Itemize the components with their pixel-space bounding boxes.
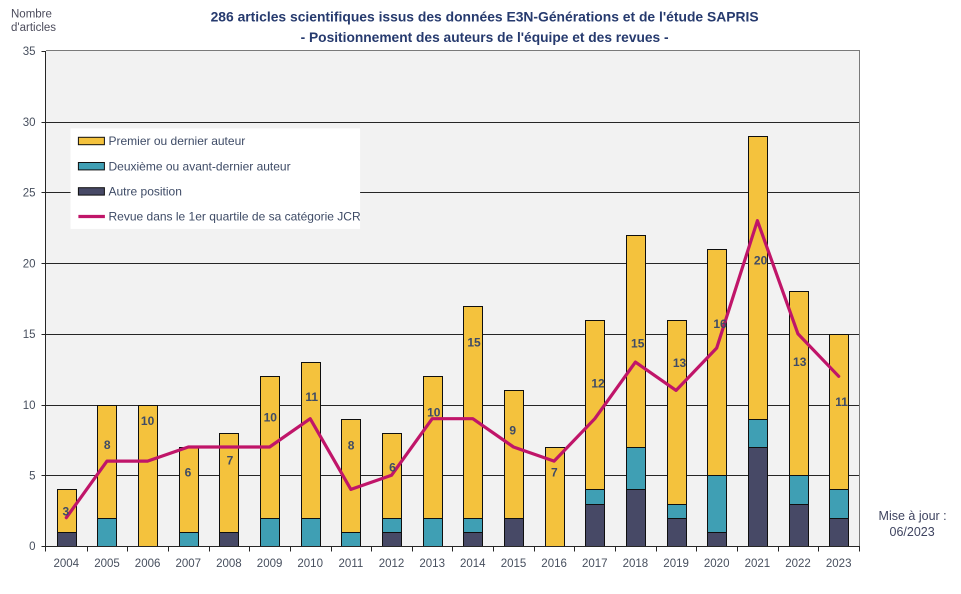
svg-text:30: 30 bbox=[23, 117, 36, 129]
svg-text:2006: 2006 bbox=[135, 558, 161, 570]
svg-text:2004: 2004 bbox=[54, 558, 80, 570]
svg-text:Autre position: Autre position bbox=[109, 185, 182, 199]
svg-text:13: 13 bbox=[793, 355, 807, 369]
svg-text:2015: 2015 bbox=[501, 558, 527, 570]
svg-text:2023: 2023 bbox=[826, 558, 852, 570]
svg-text:2011: 2011 bbox=[339, 558, 364, 570]
svg-text:2009: 2009 bbox=[257, 558, 283, 570]
svg-text:10: 10 bbox=[264, 410, 278, 424]
svg-text:8: 8 bbox=[348, 439, 355, 453]
svg-text:2019: 2019 bbox=[663, 558, 689, 570]
svg-text:d'articles: d'articles bbox=[11, 22, 56, 34]
svg-text:20: 20 bbox=[23, 258, 36, 270]
svg-text:Deuxième ou avant-dernier aute: Deuxième ou avant-dernier auteur bbox=[109, 159, 291, 173]
svg-text:2012: 2012 bbox=[379, 558, 405, 570]
svg-text:11: 11 bbox=[835, 395, 848, 409]
svg-text:11: 11 bbox=[305, 390, 318, 404]
svg-text:15: 15 bbox=[631, 337, 645, 351]
svg-text:286 articles scientifiques iss: 286 articles scientifiques issus des don… bbox=[211, 8, 759, 24]
svg-text:2022: 2022 bbox=[785, 558, 811, 570]
svg-text:2008: 2008 bbox=[216, 558, 242, 570]
svg-text:6: 6 bbox=[185, 465, 192, 479]
svg-text:2016: 2016 bbox=[541, 558, 567, 570]
svg-text:25: 25 bbox=[23, 188, 36, 200]
svg-text:2017: 2017 bbox=[582, 558, 608, 570]
svg-text:5: 5 bbox=[29, 471, 35, 483]
svg-text:13: 13 bbox=[673, 356, 687, 370]
svg-text:0: 0 bbox=[29, 541, 35, 553]
svg-text:8: 8 bbox=[104, 438, 111, 452]
svg-text:9: 9 bbox=[509, 424, 516, 438]
svg-text:2010: 2010 bbox=[297, 558, 323, 570]
svg-text:Nombre: Nombre bbox=[11, 9, 52, 21]
svg-text:3: 3 bbox=[63, 505, 70, 519]
svg-text:2020: 2020 bbox=[704, 558, 730, 570]
svg-text:20: 20 bbox=[754, 254, 768, 268]
svg-text:6: 6 bbox=[389, 460, 396, 474]
svg-text:Mise à jour :: Mise à jour : bbox=[879, 509, 947, 523]
svg-text:2007: 2007 bbox=[176, 558, 202, 570]
svg-text:Revue dans le 1er quartile de: Revue dans le 1er quartile de sa catégor… bbox=[109, 210, 361, 224]
svg-text:7: 7 bbox=[551, 465, 558, 479]
svg-text:10: 10 bbox=[23, 400, 36, 412]
svg-text:2005: 2005 bbox=[94, 558, 120, 570]
svg-text:2018: 2018 bbox=[623, 558, 649, 570]
svg-text:7: 7 bbox=[227, 454, 234, 468]
svg-text:10: 10 bbox=[427, 405, 441, 419]
svg-text:12: 12 bbox=[591, 377, 605, 391]
svg-text:06/2023: 06/2023 bbox=[890, 525, 935, 539]
svg-text:- Positionnement des auteurs d: - Positionnement des auteurs de l'équipe… bbox=[301, 29, 669, 45]
svg-text:15: 15 bbox=[467, 335, 481, 349]
svg-text:2021: 2021 bbox=[745, 558, 771, 570]
svg-text:Premier ou dernier auteur: Premier ou dernier auteur bbox=[109, 134, 246, 148]
svg-text:2013: 2013 bbox=[419, 558, 445, 570]
svg-text:10: 10 bbox=[141, 414, 155, 428]
svg-text:35: 35 bbox=[23, 46, 36, 58]
svg-text:15: 15 bbox=[23, 329, 36, 341]
svg-text:16: 16 bbox=[713, 317, 727, 331]
svg-text:2014: 2014 bbox=[460, 558, 486, 570]
